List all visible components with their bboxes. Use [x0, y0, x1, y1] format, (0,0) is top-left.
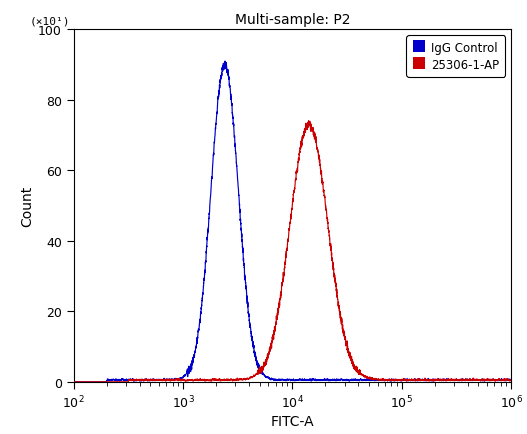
Legend: IgG Control, 25306-1-AP: IgG Control, 25306-1-AP — [406, 36, 505, 78]
Text: (×10¹): (×10¹) — [30, 17, 71, 27]
Title: Multi-sample: P2: Multi-sample: P2 — [235, 13, 350, 26]
X-axis label: FITC-A: FITC-A — [271, 414, 314, 428]
Y-axis label: Count: Count — [20, 186, 34, 227]
